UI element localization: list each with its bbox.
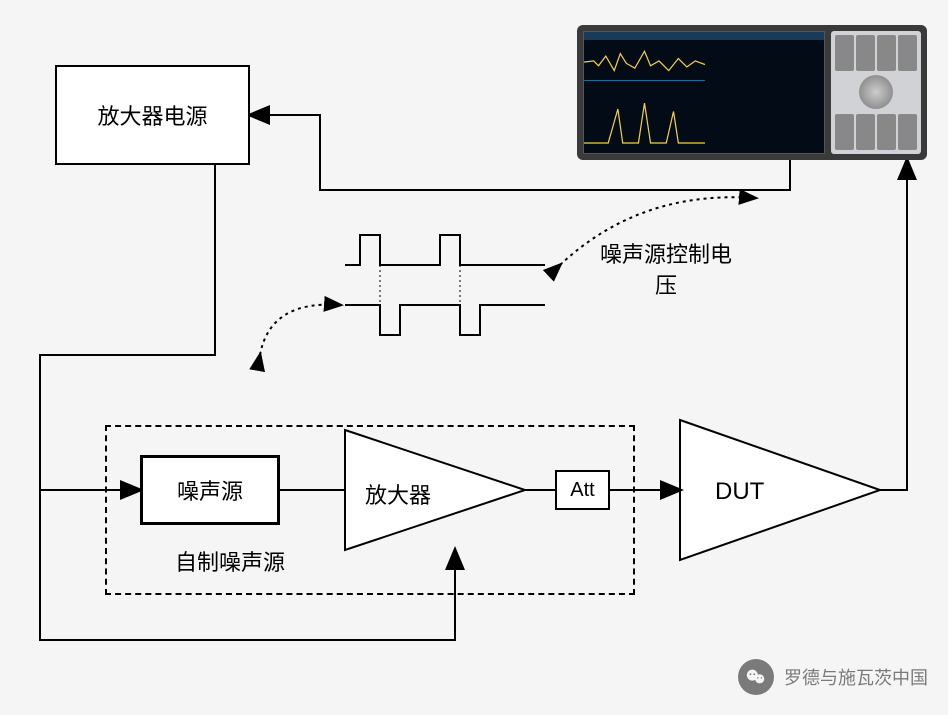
- curved-arrow-left: [260, 305, 340, 355]
- pulse-bottom: [345, 305, 545, 335]
- noise-source-label: 噪声源: [177, 474, 243, 506]
- noise-control-voltage-label: 噪声源控制电 压: [600, 240, 732, 302]
- custom-noise-source-label: 自制噪声源: [175, 545, 285, 577]
- amplifier-label: 放大器: [365, 478, 431, 510]
- noise-source-block: 噪声源: [140, 455, 280, 525]
- attenuator-block: Att: [555, 470, 610, 510]
- watermark: 罗德与施瓦茨中国: [738, 659, 928, 695]
- watermark-text: 罗德与施瓦茨中国: [784, 664, 928, 690]
- spectrum-analyzer: [577, 25, 927, 160]
- dut-label: DUT: [715, 478, 764, 506]
- instrument-screen: [583, 31, 825, 154]
- attenuator-label: Att: [570, 479, 594, 502]
- power-supply-block: 放大器电源: [55, 65, 250, 165]
- power-supply-label: 放大器电源: [97, 99, 207, 131]
- pulse-top: [345, 235, 545, 265]
- dut-shape: [680, 420, 880, 560]
- instrument-panel: [831, 31, 921, 154]
- wechat-icon: [738, 659, 774, 695]
